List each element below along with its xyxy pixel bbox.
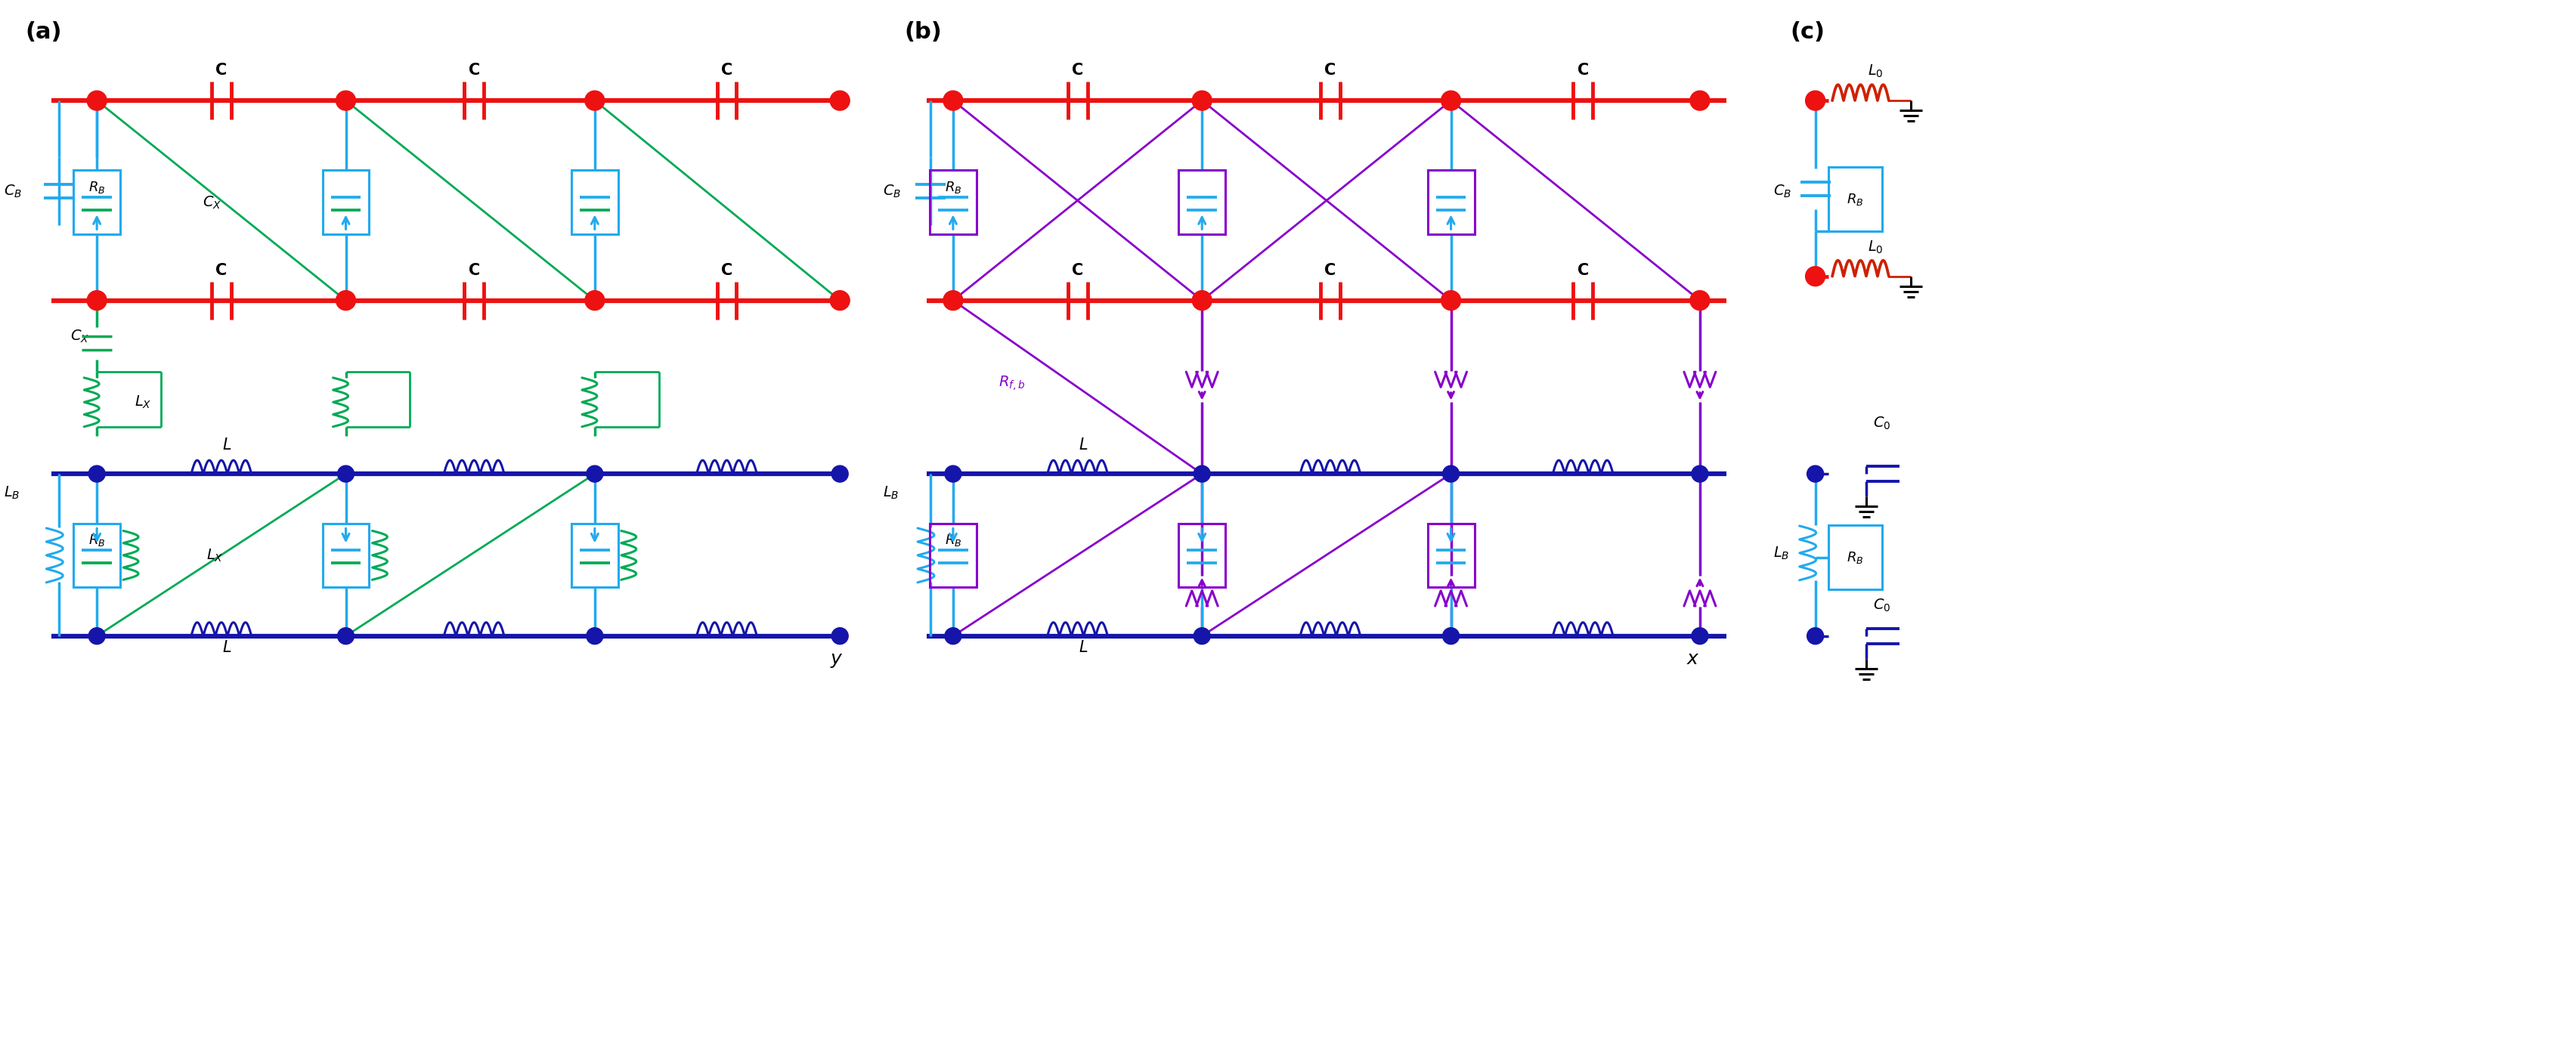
Circle shape: [1440, 91, 1461, 110]
Text: $C_0$: $C_0$: [1873, 415, 1891, 432]
Text: $L_X$: $L_X$: [134, 394, 152, 410]
Text: C: C: [469, 263, 479, 278]
Bar: [930, 171, 976, 235]
Text: $C_B$: $C_B$: [884, 183, 902, 199]
Text: L: L: [224, 438, 232, 453]
Text: (a): (a): [26, 21, 62, 43]
Text: L: L: [1079, 438, 1087, 453]
Text: $L_B$: $L_B$: [1772, 545, 1790, 561]
Text: $C_X$: $C_X$: [204, 194, 222, 211]
Circle shape: [88, 628, 106, 645]
Text: x: x: [1687, 650, 1698, 668]
Circle shape: [832, 465, 848, 482]
Circle shape: [1690, 290, 1710, 310]
Circle shape: [1193, 290, 1211, 310]
Bar: [572, 523, 618, 587]
Circle shape: [585, 290, 605, 310]
Circle shape: [337, 628, 353, 645]
Circle shape: [1692, 465, 1708, 482]
Text: $L_0$: $L_0$: [1868, 239, 1883, 255]
Circle shape: [88, 465, 106, 482]
Circle shape: [1443, 465, 1458, 482]
Circle shape: [1806, 628, 1824, 645]
Bar: [75, 171, 121, 235]
Text: C: C: [1324, 63, 1337, 78]
Text: $L_B$: $L_B$: [5, 484, 21, 501]
Text: C: C: [1577, 263, 1589, 278]
Circle shape: [943, 290, 963, 310]
Text: C: C: [721, 63, 732, 78]
Bar: [1829, 525, 1883, 589]
Text: $C_0$: $C_0$: [1873, 597, 1891, 614]
Text: C: C: [469, 63, 479, 78]
Circle shape: [1806, 91, 1826, 110]
Text: C: C: [216, 63, 227, 78]
Circle shape: [335, 290, 355, 310]
Circle shape: [587, 628, 603, 645]
Text: $R_B$: $R_B$: [88, 532, 106, 548]
Text: $R_B$: $R_B$: [1847, 550, 1865, 565]
Bar: [322, 523, 368, 587]
Bar: [75, 523, 121, 587]
Circle shape: [1440, 290, 1461, 310]
Text: $R_{f,b}$: $R_{f,b}$: [999, 374, 1025, 392]
Text: C: C: [1072, 263, 1084, 278]
Circle shape: [945, 465, 961, 482]
Text: C: C: [1072, 63, 1084, 78]
Text: $C_X$: $C_X$: [70, 329, 90, 345]
Text: C: C: [1577, 63, 1589, 78]
Text: $L_B$: $L_B$: [884, 484, 899, 501]
Circle shape: [1692, 628, 1708, 645]
Text: $R_B$: $R_B$: [1847, 192, 1865, 206]
Text: $C_B$: $C_B$: [1772, 183, 1790, 199]
Text: $L_X$: $L_X$: [206, 547, 224, 564]
Bar: [1180, 523, 1226, 587]
Circle shape: [1690, 91, 1710, 110]
Circle shape: [1806, 266, 1826, 286]
Bar: [1427, 171, 1473, 235]
Bar: [930, 523, 976, 587]
Bar: [1427, 523, 1473, 587]
Bar: [1180, 171, 1226, 235]
Circle shape: [337, 465, 353, 482]
Circle shape: [1443, 628, 1458, 645]
Text: $L_0$: $L_0$: [1868, 63, 1883, 80]
Text: $C_B$: $C_B$: [5, 183, 23, 199]
Circle shape: [88, 290, 106, 310]
Text: $R_B$: $R_B$: [945, 532, 961, 548]
Circle shape: [335, 91, 355, 110]
Circle shape: [832, 628, 848, 645]
Circle shape: [1193, 628, 1211, 645]
Text: y: y: [829, 650, 842, 668]
Bar: [572, 171, 618, 235]
Circle shape: [88, 91, 106, 110]
Circle shape: [587, 465, 603, 482]
Bar: [322, 171, 368, 235]
Text: $R_B$: $R_B$: [945, 180, 961, 195]
Text: C: C: [1324, 263, 1337, 278]
Text: C: C: [721, 263, 732, 278]
Circle shape: [1806, 465, 1824, 482]
Circle shape: [585, 91, 605, 110]
Text: (b): (b): [904, 21, 943, 43]
Text: $R_B$: $R_B$: [88, 180, 106, 195]
Text: (c): (c): [1790, 21, 1826, 43]
Circle shape: [829, 290, 850, 310]
Text: L: L: [1079, 639, 1087, 655]
Bar: [1829, 167, 1883, 231]
Text: L: L: [224, 639, 232, 655]
Circle shape: [1193, 465, 1211, 482]
Text: C: C: [216, 263, 227, 278]
Circle shape: [943, 91, 963, 110]
Circle shape: [945, 628, 961, 645]
Circle shape: [1193, 91, 1211, 110]
Circle shape: [829, 91, 850, 110]
